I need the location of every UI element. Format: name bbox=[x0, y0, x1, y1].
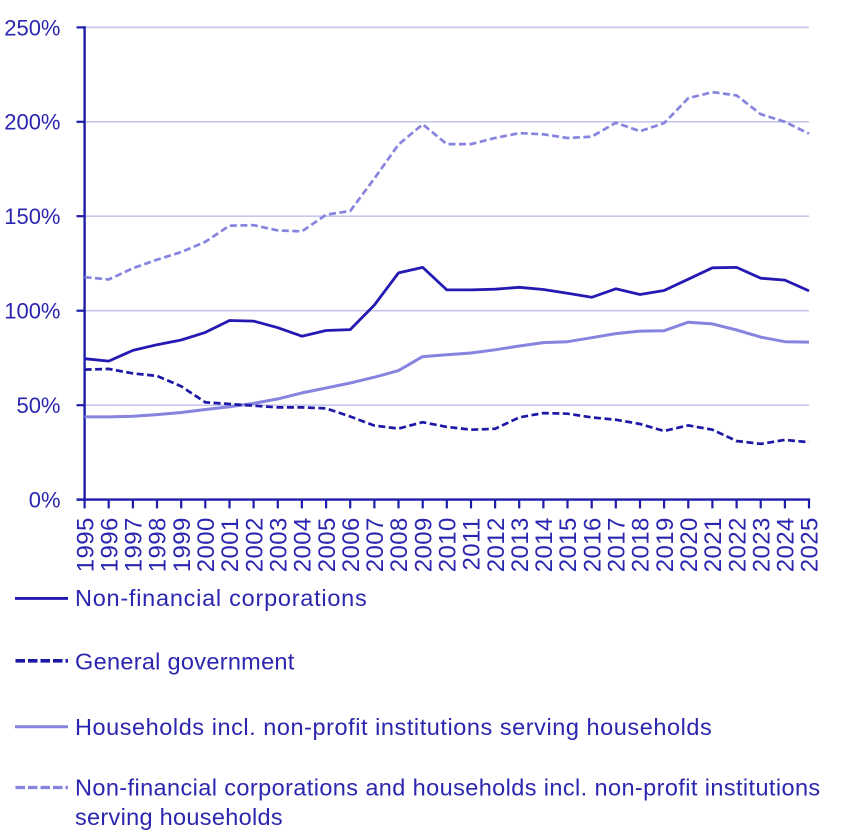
svg-text:2015: 2015 bbox=[555, 517, 582, 572]
svg-text:General government: General government bbox=[75, 649, 295, 675]
svg-text:2000: 2000 bbox=[193, 517, 220, 572]
svg-text:Non-financial corporations: Non-financial corporations bbox=[75, 585, 368, 611]
svg-text:2021: 2021 bbox=[700, 517, 727, 572]
svg-text:2024: 2024 bbox=[773, 517, 800, 572]
svg-text:200%: 200% bbox=[4, 110, 60, 135]
svg-text:2002: 2002 bbox=[241, 517, 268, 572]
svg-text:2012: 2012 bbox=[483, 517, 510, 572]
svg-text:2023: 2023 bbox=[748, 517, 775, 572]
svg-text:2013: 2013 bbox=[507, 517, 534, 572]
svg-text:2017: 2017 bbox=[604, 517, 631, 572]
svg-text:2006: 2006 bbox=[338, 517, 365, 572]
svg-text:2003: 2003 bbox=[266, 517, 293, 572]
svg-text:2010: 2010 bbox=[435, 517, 462, 572]
svg-text:serving households: serving households bbox=[75, 804, 283, 830]
svg-text:2022: 2022 bbox=[724, 517, 751, 572]
svg-text:1996: 1996 bbox=[96, 517, 123, 572]
svg-text:2009: 2009 bbox=[410, 517, 437, 572]
svg-text:100%: 100% bbox=[4, 299, 60, 324]
svg-text:Households incl. non-profit in: Households incl. non-profit institutions… bbox=[75, 714, 712, 740]
svg-text:2019: 2019 bbox=[652, 517, 679, 572]
svg-text:2008: 2008 bbox=[386, 517, 413, 572]
svg-text:0%: 0% bbox=[29, 488, 61, 513]
svg-text:1995: 1995 bbox=[72, 517, 99, 572]
svg-text:150%: 150% bbox=[4, 204, 60, 229]
svg-text:1999: 1999 bbox=[169, 517, 196, 572]
svg-text:2001: 2001 bbox=[217, 517, 244, 572]
svg-text:1998: 1998 bbox=[145, 517, 172, 572]
svg-text:250%: 250% bbox=[4, 15, 60, 40]
svg-text:Non-financial corporations and: Non-financial corporations and household… bbox=[75, 775, 821, 801]
svg-text:2007: 2007 bbox=[362, 517, 389, 572]
svg-text:2014: 2014 bbox=[531, 517, 558, 572]
svg-text:50%: 50% bbox=[16, 393, 60, 418]
svg-text:2018: 2018 bbox=[628, 517, 655, 572]
svg-text:2016: 2016 bbox=[579, 517, 606, 572]
svg-text:2025: 2025 bbox=[797, 517, 824, 572]
svg-text:2004: 2004 bbox=[290, 517, 317, 572]
svg-text:1997: 1997 bbox=[121, 517, 148, 572]
svg-text:2011: 2011 bbox=[459, 517, 486, 570]
svg-text:2005: 2005 bbox=[314, 517, 341, 572]
svg-text:2020: 2020 bbox=[676, 517, 703, 572]
